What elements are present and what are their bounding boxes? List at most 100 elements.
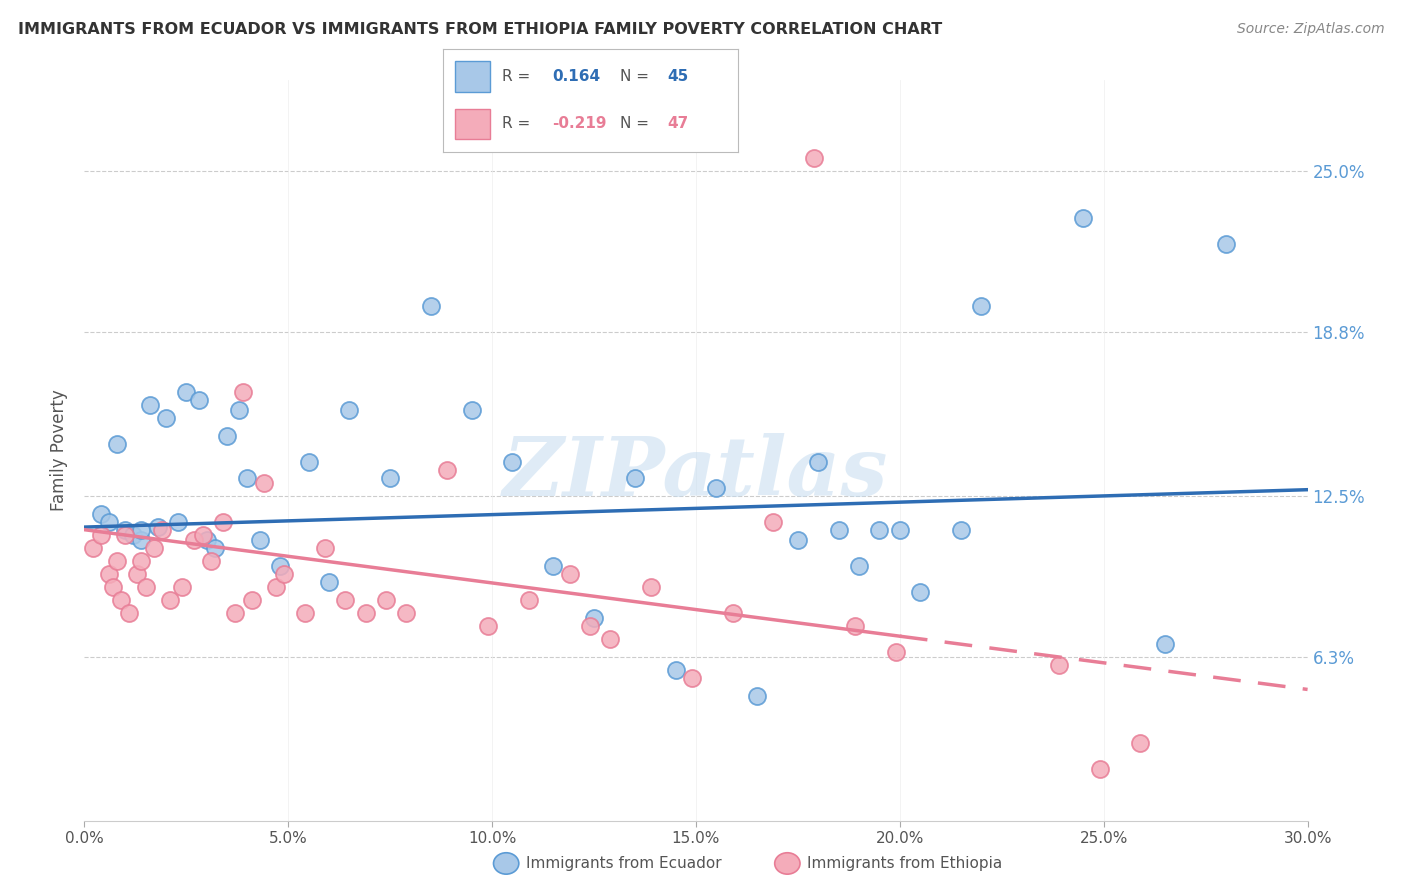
Point [131, 533, 153, 547]
Point [1215, 236, 1237, 251]
Point [174, 384, 197, 399]
Point [1073, 211, 1095, 225]
Y-axis label: Family Poverty: Family Poverty [51, 390, 69, 511]
Point [420, 299, 443, 313]
Text: 47: 47 [668, 117, 689, 131]
Point [1154, 637, 1177, 651]
Point [787, 533, 810, 547]
Point [950, 523, 973, 537]
Point [114, 528, 136, 542]
Point [375, 592, 398, 607]
Point [803, 151, 825, 165]
Text: IMMIGRANTS FROM ECUADOR VS IMMIGRANTS FROM ETHIOPIA FAMILY POVERTY CORRELATION C: IMMIGRANTS FROM ECUADOR VS IMMIGRANTS FR… [18, 22, 942, 37]
Point [172, 580, 194, 594]
Point [224, 606, 246, 620]
Point [155, 411, 177, 425]
Point [721, 606, 744, 620]
Point [187, 392, 209, 407]
FancyBboxPatch shape [454, 109, 491, 139]
Point [1129, 736, 1152, 750]
Point [681, 671, 703, 685]
Text: Immigrants from Ecuador: Immigrants from Ecuador [526, 856, 721, 871]
Point [517, 592, 540, 607]
Point [90, 528, 112, 542]
Point [828, 523, 851, 537]
Point [665, 663, 688, 677]
Point [146, 520, 169, 534]
Point [339, 403, 361, 417]
Point [131, 554, 153, 568]
Point [395, 606, 418, 620]
Point [318, 574, 340, 589]
Point [869, 523, 891, 537]
Point [236, 471, 259, 485]
Point [380, 471, 402, 485]
Point [807, 455, 830, 469]
Point [706, 481, 728, 495]
Point [461, 403, 484, 417]
Point [889, 523, 911, 537]
Point [217, 429, 239, 443]
Point [335, 592, 357, 607]
Point [884, 645, 907, 659]
Point [599, 632, 621, 646]
Point [101, 580, 124, 594]
Point [477, 619, 499, 633]
Point [105, 437, 128, 451]
Text: -0.219: -0.219 [553, 117, 606, 131]
Point [240, 592, 263, 607]
Point [264, 580, 287, 594]
Point [640, 580, 662, 594]
Text: R =: R = [502, 70, 536, 84]
Point [294, 606, 316, 620]
Point [82, 541, 104, 555]
Point [436, 463, 458, 477]
Point [543, 559, 565, 574]
Point [118, 606, 141, 620]
Point [212, 515, 235, 529]
Point [167, 515, 190, 529]
Point [150, 523, 173, 537]
Point [191, 528, 214, 542]
Point [273, 566, 295, 581]
Point [131, 523, 153, 537]
Point [558, 566, 581, 581]
Point [142, 541, 165, 555]
Point [90, 507, 112, 521]
Point [200, 554, 222, 568]
Point [269, 559, 291, 574]
Point [298, 455, 321, 469]
Point [127, 566, 149, 581]
Point [183, 533, 205, 547]
Point [624, 471, 647, 485]
Text: N =: N = [620, 117, 654, 131]
Point [159, 592, 181, 607]
Point [762, 515, 785, 529]
Point [228, 403, 250, 417]
Point [747, 689, 769, 703]
Text: R =: R = [502, 117, 536, 131]
Text: ZIPatlas: ZIPatlas [503, 433, 889, 513]
Point [232, 384, 254, 399]
Point [970, 299, 993, 313]
Point [354, 606, 377, 620]
Point [1088, 762, 1111, 776]
Point [138, 398, 160, 412]
Text: 45: 45 [668, 70, 689, 84]
Text: 0.164: 0.164 [553, 70, 600, 84]
Point [583, 611, 606, 625]
Point [135, 580, 157, 594]
Text: N =: N = [620, 70, 654, 84]
Point [204, 541, 226, 555]
Point [97, 515, 120, 529]
Text: Immigrants from Ethiopia: Immigrants from Ethiopia [807, 856, 1002, 871]
Point [110, 592, 132, 607]
Point [249, 533, 271, 547]
Point [1047, 657, 1070, 672]
Point [848, 559, 870, 574]
FancyBboxPatch shape [454, 62, 491, 92]
Point [253, 475, 276, 490]
Point [502, 455, 524, 469]
Point [579, 619, 602, 633]
Point [195, 533, 218, 547]
